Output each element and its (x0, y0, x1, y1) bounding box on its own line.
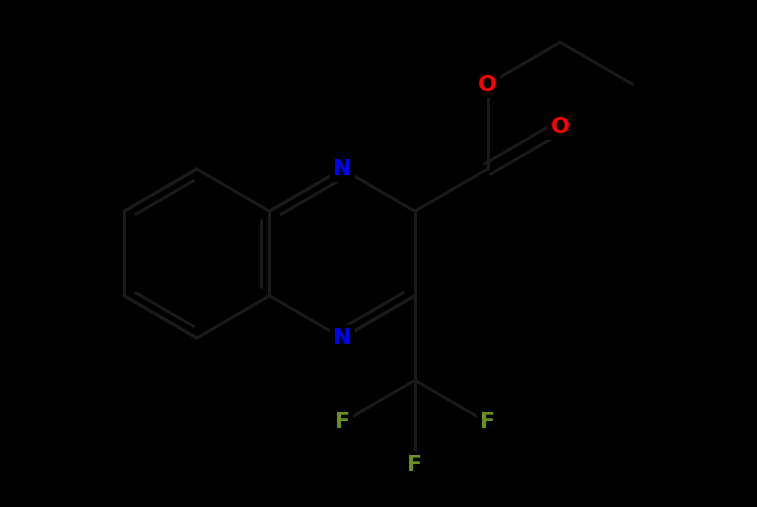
Text: O: O (478, 75, 497, 94)
Text: N: N (333, 159, 351, 179)
Text: F: F (480, 413, 495, 432)
Text: F: F (335, 413, 350, 432)
Text: F: F (407, 455, 422, 475)
Text: N: N (333, 328, 351, 348)
Text: O: O (550, 117, 570, 137)
